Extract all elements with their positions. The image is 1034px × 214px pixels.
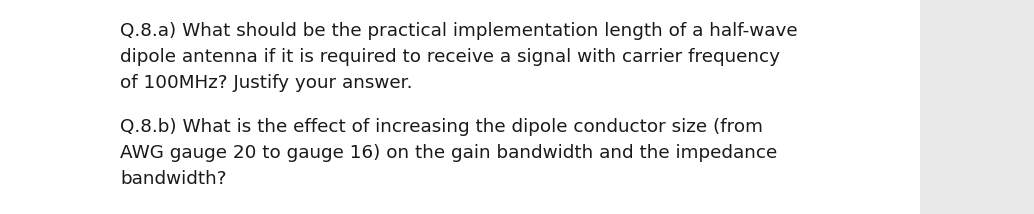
Text: dipole antenna if it is required to receive a signal with carrier frequency: dipole antenna if it is required to rece… bbox=[120, 48, 780, 66]
Text: of 100MHz? Justify your answer.: of 100MHz? Justify your answer. bbox=[120, 74, 413, 92]
Text: Q.8.a) What should be the practical implementation length of a half-wave: Q.8.a) What should be the practical impl… bbox=[120, 22, 797, 40]
Text: bandwidth?: bandwidth? bbox=[120, 170, 226, 188]
Text: Q.8.b) What is the effect of increasing the dipole conductor size (from: Q.8.b) What is the effect of increasing … bbox=[120, 118, 763, 136]
Text: AWG gauge 20 to gauge 16) on the gain bandwidth and the impedance: AWG gauge 20 to gauge 16) on the gain ba… bbox=[120, 144, 778, 162]
Bar bbox=[0, 0, 920, 214]
